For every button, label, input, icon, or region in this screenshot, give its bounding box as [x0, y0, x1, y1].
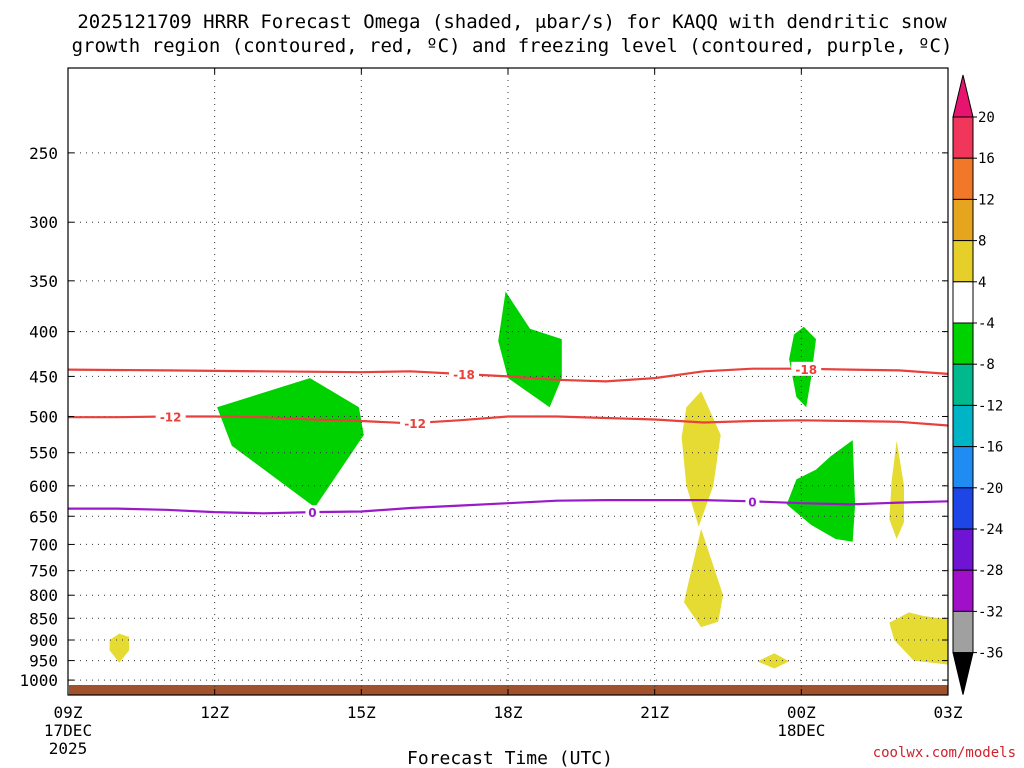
y-tick-label-400: 400 [29, 323, 58, 342]
contour-label-bg--12-2 [400, 415, 431, 430]
colorbar-segment-7 [952, 363, 974, 406]
omega-region-5 [681, 391, 721, 527]
y-axis: 250 300 350 400 450 500 550 600 650 700 750 800 850 9… [19, 144, 948, 690]
contour-line--12 [68, 415, 949, 427]
source-credit[interactable]: coolwx.com/models [873, 745, 1016, 761]
colorbar-label-13: -32 [978, 604, 1003, 620]
y-tick-label-450: 450 [29, 367, 58, 386]
omega-region-7 [889, 440, 904, 539]
y-tick-label-950: 950 [29, 652, 58, 671]
x-tick-label-21Z-1: 21Z [640, 703, 669, 722]
y-tick-label-900: 900 [29, 631, 58, 650]
x-tick-label-15Z-1: 15Z [347, 703, 376, 722]
y-tick-label-800: 800 [29, 586, 58, 605]
x-axis-title: Forecast Time (UTC) [407, 748, 613, 768]
contour-label-bg--12-1 [155, 409, 186, 424]
contour-line--18 [67, 367, 949, 383]
colorbar-label-2: 16 [978, 151, 995, 167]
x-tick-label-09Z-3: 2025 [49, 739, 88, 758]
y-tick-label-550: 550 [29, 444, 58, 463]
colorbar-segment-10 [952, 487, 974, 530]
x-tick-label-18Z-1: 18Z [494, 703, 523, 722]
y-tick-label-850: 850 [29, 609, 58, 628]
x-tick-label-03Z-1: 03Z [934, 703, 963, 722]
y-tick-label-1000: 1000 [19, 671, 58, 690]
colorbar-segment-9 [952, 446, 974, 489]
colorbar-segment-5 [952, 281, 974, 324]
contour-label-bg--18-2 [791, 361, 822, 376]
omega-region-8 [889, 612, 948, 665]
plot-frame [67, 67, 949, 696]
contour-line-0 [68, 499, 949, 515]
contour-label--12-1: -12 [160, 410, 182, 424]
contour-label--18-1: -18 [453, 368, 475, 382]
colorbar-label-11: -24 [978, 522, 1003, 538]
colorbar-top-arrow [952, 74, 974, 118]
colorbar-label-10: -20 [978, 481, 1003, 497]
y-tick-label-250: 250 [29, 144, 58, 163]
colorbar-label-12: -28 [978, 563, 1003, 579]
y-tick-label-350: 350 [29, 272, 58, 291]
y-tick-label-300: 300 [29, 213, 58, 232]
colorbar-label-7: -8 [978, 357, 995, 373]
colorbar-segment-1 [952, 116, 974, 159]
colorbar-segment-4 [952, 240, 974, 283]
y-tick-label-600: 600 [29, 477, 58, 496]
contour-layer: -18 -18 -12 -12 0 0 [67, 361, 949, 520]
contour-label-0-2: 0 [748, 495, 756, 509]
colorbar-segment-3 [952, 198, 974, 242]
colorbar-label-8: -12 [978, 398, 1003, 414]
contour-label-0-1: 0 [308, 506, 316, 520]
colorbar-segment-13 [952, 610, 974, 654]
y-tick-label-700: 700 [29, 535, 58, 554]
colorbar-label-3: 12 [978, 192, 995, 208]
x-tick-label-00Z-2: 18DEC [777, 721, 825, 740]
omega-region-6 [684, 528, 724, 628]
omega-region-9 [109, 633, 130, 663]
omega-shading-layer [109, 291, 948, 669]
chart-title-line-2: growth region (contoured, red, ºC) and f… [72, 35, 953, 57]
colorbar-label-6: -4 [978, 316, 995, 332]
chart-title-line-1: 2025121709 HRRR Forecast Omega (shaded, … [77, 11, 947, 33]
contour-label-bg-0-1 [305, 505, 320, 520]
x-tick-label-09Z-2: 17DEC [44, 721, 92, 740]
omega-region-1 [217, 378, 364, 508]
colorbar-segment-8 [952, 404, 974, 448]
colorbar-label-5: 4 [978, 275, 986, 291]
omega-region-4 [786, 440, 856, 542]
y-tick-label-650: 650 [29, 507, 58, 526]
y-tick-label-500: 500 [29, 407, 58, 426]
contour-label-bg--18-1 [449, 367, 479, 382]
colorbar-label-14: -36 [978, 646, 1003, 662]
colorbar-label-9: -16 [978, 440, 1003, 456]
colorbar-bottom-arrow [952, 652, 974, 695]
colorbar-segment-2 [952, 157, 974, 200]
plot-border [67, 67, 949, 696]
x-tick-label-09Z-1: 09Z [54, 703, 83, 722]
contour-label--12-2: -12 [404, 417, 426, 431]
contour-label-bg-0-2 [745, 494, 760, 509]
x-tick-label-00Z-1: 00Z [787, 703, 816, 722]
colorbar-label-4: 8 [978, 234, 986, 250]
omega-region-10 [757, 653, 790, 669]
grid-layer [68, 68, 948, 695]
colorbar-label-1: 20 [978, 110, 995, 126]
x-tick-label-12Z-1: 12Z [200, 703, 229, 722]
contour-label--18-2: -18 [795, 363, 817, 377]
colorbar-segment-6 [952, 322, 974, 365]
colorbar-segment-12 [952, 569, 974, 612]
y-tick-label-750: 750 [29, 562, 58, 581]
colorbar-segment-11 [952, 528, 974, 571]
colorbar: 20 16 12 8 4 -4 -8 -12 -16 -20 -24 -28 -32 -36 [952, 74, 1003, 695]
